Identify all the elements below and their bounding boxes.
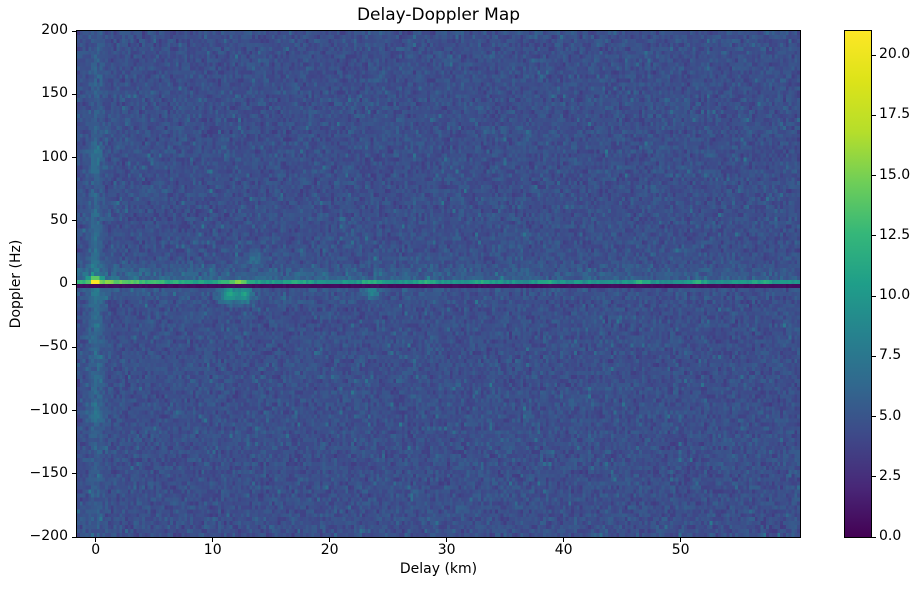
y-tick-mark <box>72 346 76 348</box>
colorbar-tick-label: 20.0 <box>879 46 911 63</box>
y-tick-label: 100 <box>41 148 68 165</box>
x-tick-mark <box>680 538 682 542</box>
y-tick-mark <box>72 410 76 411</box>
y-tick-label: 150 <box>41 85 68 102</box>
y-tick-label: 200 <box>41 22 68 38</box>
heatmap-canvas <box>77 31 800 537</box>
y-tick-mark <box>72 283 76 285</box>
colorbar-tick-mark <box>872 536 876 538</box>
x-tick-label: 50 <box>671 542 690 558</box>
colorbar-tick-label: 10.0 <box>879 287 911 304</box>
colorbar-tick-mark <box>872 114 876 116</box>
x-tick-label: 40 <box>554 542 573 558</box>
x-tick-label: 30 <box>437 542 456 558</box>
colorbar-tick-label: 2.5 <box>879 467 902 484</box>
y-tick-label: 50 <box>50 211 68 228</box>
colorbar-tick-mark <box>872 54 876 56</box>
x-tick-mark <box>95 538 97 542</box>
x-tick-label: 0 <box>91 542 101 558</box>
colorbar-tick-label: 5.0 <box>879 407 902 424</box>
x-tick-mark <box>329 538 331 542</box>
x-axis-label: Delay (km) <box>399 561 478 577</box>
x-tick-label: 10 <box>203 542 222 558</box>
y-tick-mark <box>72 30 76 32</box>
colorbar-tick-label: 15.0 <box>879 166 911 183</box>
colorbar-tick-mark <box>872 175 876 177</box>
colorbar-tick-label: 7.5 <box>879 347 902 364</box>
x-tick-label: 20 <box>320 542 339 558</box>
x-tick-mark <box>563 538 565 542</box>
x-tick-mark <box>212 538 214 542</box>
y-tick-label: −100 <box>29 401 68 418</box>
y-tick-mark <box>72 157 76 158</box>
colorbar-tick-mark <box>872 416 876 418</box>
colorbar-tick-mark <box>872 235 876 237</box>
y-tick-mark <box>72 220 76 222</box>
colorbar-tick-label: 12.5 <box>879 226 911 243</box>
y-tick-mark <box>72 473 76 475</box>
y-tick-mark <box>72 536 76 538</box>
plot-area <box>76 30 801 538</box>
colorbar-tick-mark <box>872 355 876 357</box>
y-tick-label: −150 <box>29 464 68 481</box>
x-tick-mark <box>446 538 448 542</box>
y-tick-label: −200 <box>29 528 68 544</box>
chart-title: Delay-Doppler Map <box>356 5 521 25</box>
colorbar-tick-mark <box>872 295 876 297</box>
colorbar-tick-mark <box>872 476 876 478</box>
y-tick-label: −50 <box>38 338 68 355</box>
colorbar-tick-label: 0.0 <box>879 528 902 544</box>
colorbar-gradient <box>845 31 871 537</box>
colorbar <box>844 30 872 538</box>
y-tick-label: 0 <box>59 275 68 291</box>
colorbar-tick-label: 17.5 <box>879 106 911 123</box>
y-tick-mark <box>72 93 76 95</box>
